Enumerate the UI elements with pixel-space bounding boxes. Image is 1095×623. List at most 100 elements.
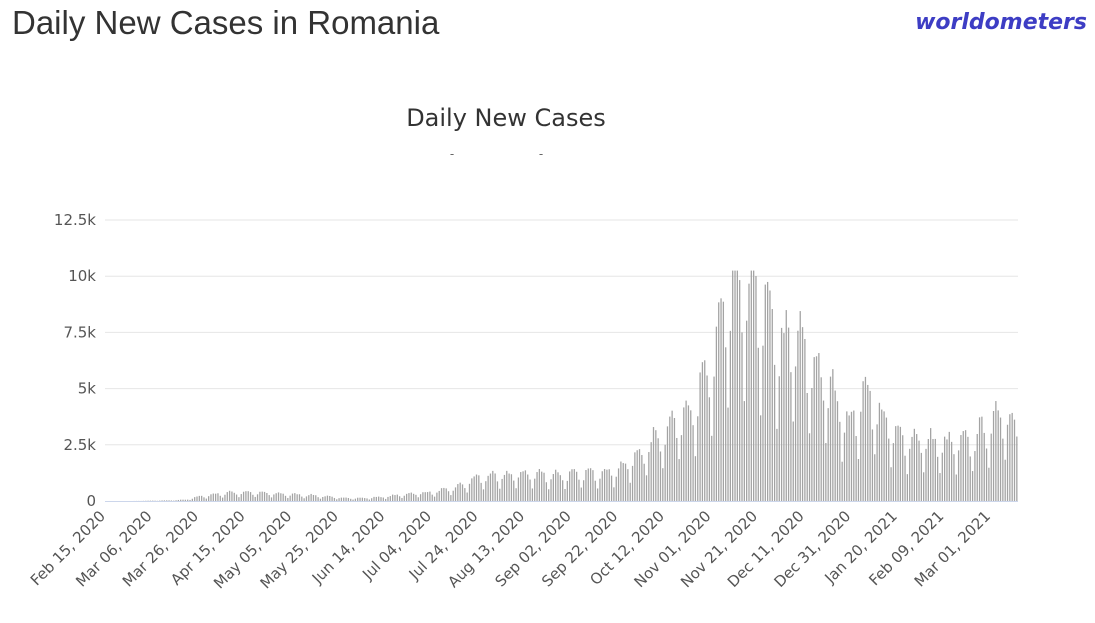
bar [585,470,587,501]
bar [259,491,261,501]
bar [582,480,585,501]
bar [771,309,773,501]
bar [380,497,382,501]
bar [347,498,350,501]
bar [254,496,256,501]
bar [331,496,333,501]
bar [289,495,291,501]
bar [494,473,496,501]
bar [291,493,294,501]
bar [385,498,387,501]
bar [930,428,932,501]
bar [319,498,322,501]
bar [853,410,855,501]
bar [345,497,347,501]
bar [194,497,196,501]
bar-series[interactable] [133,270,1018,501]
bar [527,474,529,501]
bar [520,472,522,501]
bar [333,497,336,501]
bar [191,498,193,501]
bar [571,469,573,501]
bar [697,416,699,501]
bar [324,496,326,501]
bar [1009,414,1011,501]
bar [927,439,929,501]
bar [559,475,561,501]
bar [538,469,541,501]
bar [564,488,566,501]
bar [727,407,729,501]
bar [238,497,240,501]
bar [361,497,364,501]
bar [943,436,946,501]
bar [964,430,967,501]
bar [438,490,440,501]
bar [543,472,545,501]
bar [974,451,976,501]
bar [836,401,839,501]
bar [466,492,468,501]
bar [785,310,787,501]
bar [869,390,871,501]
chart-subtitle-mark-2: - [539,147,543,161]
bar [885,417,888,501]
bar [594,480,596,501]
bar [825,443,827,501]
bar [522,471,524,501]
chart-title: Daily New Cases [406,104,606,132]
bar [433,496,436,501]
bar [336,499,338,501]
bar [932,439,934,501]
bar [440,488,443,501]
bar [950,441,953,501]
bar [587,468,589,501]
bar [708,397,711,501]
bar [992,410,995,501]
worldometers-logo[interactable]: worldometers [915,10,1087,35]
bar [843,432,846,501]
bar [506,470,508,501]
bar [897,425,899,501]
bar [904,455,906,501]
bar [713,376,715,501]
bar [1013,419,1016,501]
bar [1011,412,1013,501]
bar [946,439,948,501]
bar [1002,438,1004,501]
bar [911,436,913,501]
bar [918,440,920,501]
bar [212,493,214,501]
bar [408,493,410,501]
bar [387,496,389,501]
bar [718,302,720,501]
bar [163,500,166,501]
bar [352,499,354,501]
bar [962,431,964,501]
bar [305,496,308,501]
bar [415,494,417,501]
bar [569,471,571,501]
bar [722,301,725,501]
bar [280,493,282,501]
bar [839,421,841,501]
bar [231,491,233,501]
bar [580,487,582,501]
bar [778,376,780,501]
bar [669,416,671,501]
bar [294,493,296,501]
bar [678,459,680,501]
bar [725,347,727,501]
bar [664,444,666,501]
bar [575,471,578,501]
bar [603,469,606,501]
bar [203,497,205,501]
bar [881,409,883,501]
bar [636,450,638,501]
bar [401,497,403,501]
bar [937,456,939,501]
bar [452,490,454,501]
bar [245,491,247,501]
bar [398,496,401,501]
